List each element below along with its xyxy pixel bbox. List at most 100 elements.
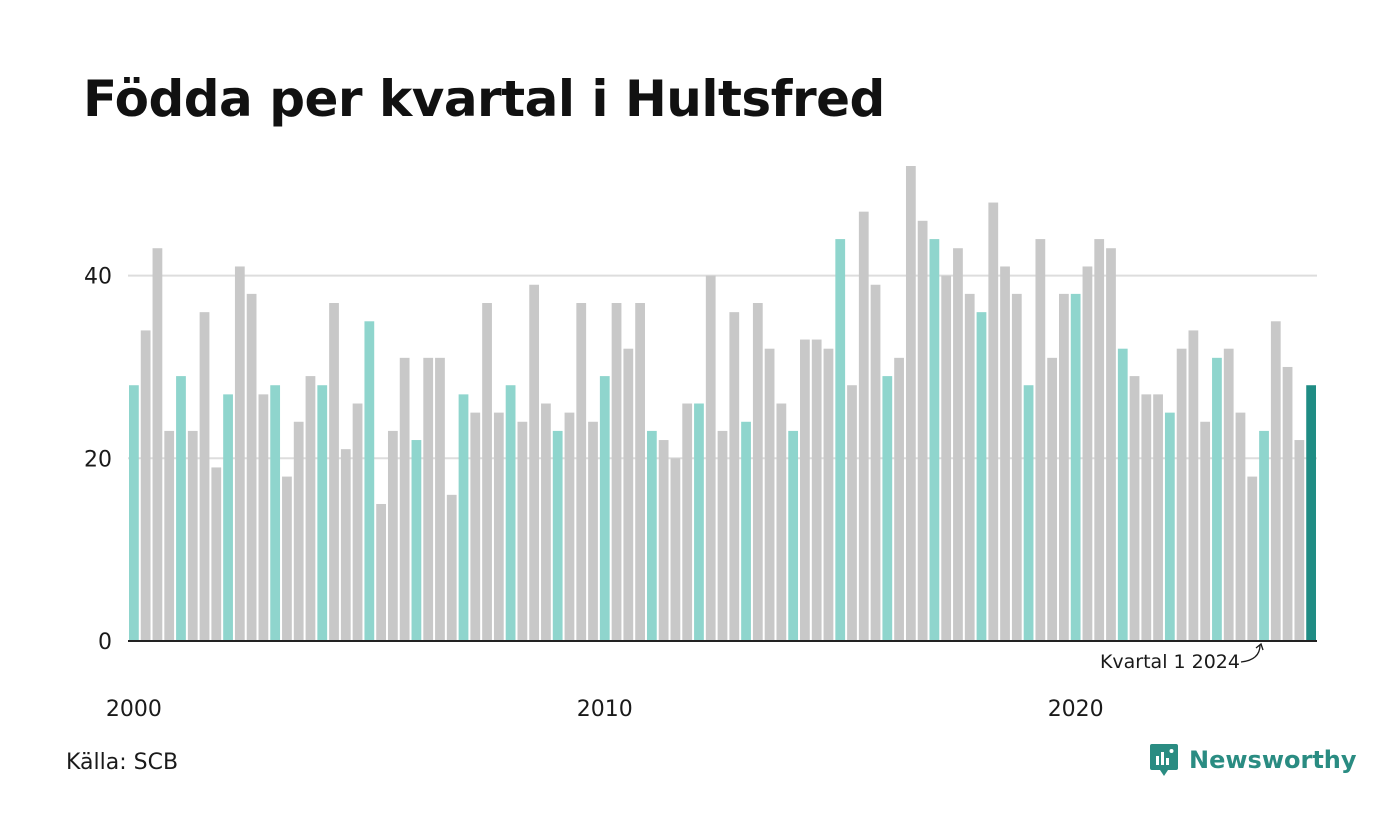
bar: [1306, 385, 1316, 641]
bar: [752, 303, 763, 641]
bar: [293, 421, 304, 641]
bar: [1082, 266, 1093, 641]
bars: [129, 166, 1316, 642]
tick-labels: 0 20 40 2000 2010 2020: [84, 265, 1104, 722]
bar: [658, 440, 669, 641]
bar: [258, 394, 269, 641]
bar: [976, 312, 987, 641]
bar: [1247, 476, 1258, 641]
bar: [541, 403, 551, 641]
bar: [364, 321, 375, 641]
bar: [776, 403, 787, 641]
bar: [1035, 239, 1046, 641]
newsworthy-logo-icon: [1150, 744, 1178, 776]
bar: [1153, 394, 1163, 641]
bar: [611, 303, 622, 641]
bar: [564, 412, 575, 641]
bar: [1200, 421, 1211, 641]
bar: [1235, 412, 1246, 641]
bar: [493, 412, 504, 641]
bar: [246, 293, 257, 641]
bar: [387, 430, 398, 641]
bar: [211, 467, 222, 641]
bar: [811, 339, 822, 641]
bar: [1023, 385, 1034, 641]
bar: [340, 449, 351, 641]
bar: [929, 239, 940, 641]
bar: [1223, 348, 1234, 641]
bar: [1117, 348, 1128, 641]
bar: [858, 211, 869, 642]
bar: [423, 357, 434, 641]
source-label: Källa: SCB: [66, 750, 179, 775]
bar: [988, 202, 999, 642]
bar: [1282, 366, 1293, 641]
bar: [588, 421, 598, 641]
bar: [870, 284, 881, 641]
bar: [1129, 376, 1140, 641]
bar: [458, 394, 469, 641]
annotation-arrow: [1240, 644, 1261, 663]
bar: [800, 339, 810, 641]
bar: [941, 275, 952, 641]
bar: [329, 303, 339, 641]
bar: [1011, 293, 1022, 641]
bar: [623, 348, 634, 641]
bar: [482, 303, 492, 641]
bar: [1294, 440, 1305, 641]
bar: [905, 166, 916, 641]
bar: [694, 403, 704, 641]
bar: [411, 440, 422, 641]
bar: [1106, 248, 1116, 641]
bar: [1000, 266, 1010, 641]
bar: [1259, 430, 1269, 641]
x-tick-label: 2000: [106, 697, 162, 722]
bar: [1212, 357, 1222, 641]
bar: [270, 385, 281, 641]
y-tick-label: 20: [84, 447, 112, 472]
bar: [717, 430, 728, 641]
bar: [847, 385, 857, 641]
bar: [317, 385, 328, 641]
bar: [152, 248, 163, 641]
bar: [729, 312, 740, 641]
bar: [1176, 348, 1187, 641]
x-tick-label: 2010: [577, 697, 633, 722]
annotation: Kvartal 1 2024: [1100, 642, 1264, 673]
bar: [552, 430, 563, 641]
bar: [399, 357, 410, 641]
bar: [234, 266, 245, 641]
bar: [964, 293, 975, 641]
bar: [823, 348, 834, 641]
bar: [435, 357, 445, 641]
bar: [764, 348, 775, 641]
bar: [164, 430, 175, 641]
bar: [223, 394, 233, 641]
bar: [529, 284, 540, 641]
bar: [635, 303, 645, 641]
bar: [1070, 293, 1081, 641]
y-tick-label: 40: [84, 265, 112, 290]
bar: [505, 385, 516, 641]
bar: [917, 220, 928, 641]
bar: [199, 312, 210, 641]
bar: [446, 494, 457, 641]
brand-name: Newsworthy: [1189, 746, 1357, 774]
bar: [129, 385, 139, 641]
bar: [682, 403, 693, 641]
bar: [1164, 412, 1175, 641]
bar: [646, 430, 657, 641]
bar: [835, 239, 846, 641]
bar: [741, 421, 751, 641]
bar: [894, 357, 904, 641]
bar: [352, 403, 363, 641]
bar: [953, 248, 963, 641]
bar: [788, 430, 799, 641]
bar: [1141, 394, 1152, 641]
bar: [1094, 239, 1105, 641]
bar: [470, 412, 481, 641]
bar: [576, 303, 587, 641]
bar: [1047, 357, 1058, 641]
brand-logo: Newsworthy: [1149, 742, 1357, 778]
bar: [670, 458, 681, 641]
